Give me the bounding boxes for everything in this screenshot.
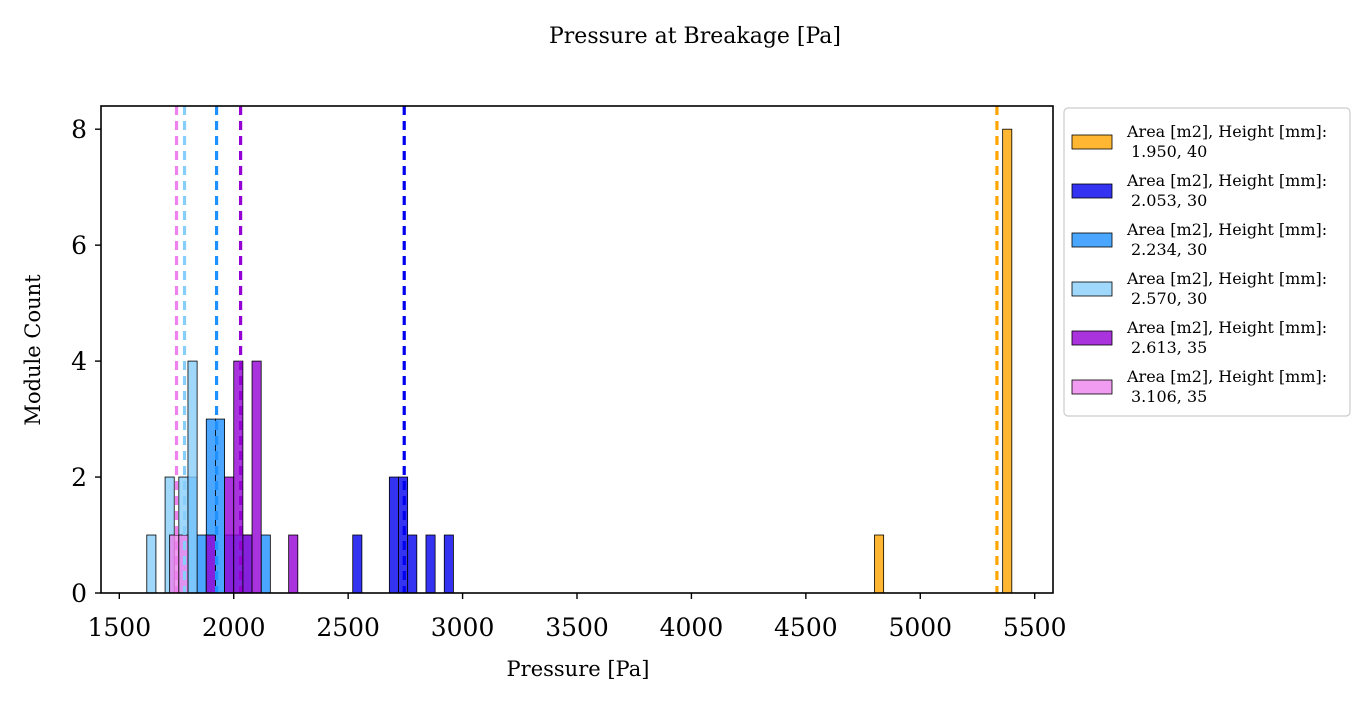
legend-entry-value: 1.950, 40 xyxy=(1131,142,1207,161)
x-tick-label: 1500 xyxy=(87,613,151,642)
histogram-bar xyxy=(146,534,157,594)
legend-frame xyxy=(1063,107,1351,417)
histogram-bar xyxy=(196,534,207,594)
legend-entry-label: Area [m2], Height [mm]: xyxy=(1126,171,1327,190)
histogram-bar xyxy=(224,476,235,594)
histogram-bar xyxy=(388,476,399,594)
y-tick-label: 8 xyxy=(71,115,87,144)
histogram-bar xyxy=(352,534,363,594)
legend-entry-label: Area [m2], Height [mm]: xyxy=(1126,318,1327,337)
histogram-bar xyxy=(260,534,271,594)
legend-swatch xyxy=(1071,379,1113,395)
legend-swatch xyxy=(1071,232,1113,248)
histogram-bar xyxy=(425,534,436,594)
y-axis: 0 2 4 6 8 xyxy=(71,115,101,608)
x-axis: 1500 2000 2500 3000 3500 4000 4500 5000 5500 xyxy=(87,593,1067,642)
plot-frame xyxy=(100,105,1054,594)
legend-entry-label: Area [m2], Height [mm]: xyxy=(1126,269,1327,288)
x-tick-label: 2000 xyxy=(202,613,266,642)
histogram-bar xyxy=(187,360,198,594)
x-tick-label: 3500 xyxy=(545,613,609,642)
x-tick-label: 3000 xyxy=(431,613,495,642)
x-tick-label: 4000 xyxy=(660,613,724,642)
x-axis-label: Pressure [Pa] xyxy=(507,657,650,681)
legend-entry-value: 2.570, 30 xyxy=(1131,289,1207,308)
legend-swatch xyxy=(1071,183,1113,199)
legend-entry-value: 2.053, 30 xyxy=(1131,191,1207,210)
histogram-bar xyxy=(288,534,299,594)
legend-entry-value: 2.613, 35 xyxy=(1131,338,1207,357)
y-tick-label: 0 xyxy=(71,579,87,608)
x-tick-label: 2500 xyxy=(316,613,380,642)
legend-entry-label: Area [m2], Height [mm]: xyxy=(1126,220,1327,239)
mean-lines-layer xyxy=(174,106,999,593)
x-tick-label: 5000 xyxy=(888,613,952,642)
y-axis-label: Module Count xyxy=(21,274,45,426)
legend-entry-label: Area [m2], Height [mm]: xyxy=(1126,367,1327,386)
y-tick-label: 4 xyxy=(71,347,87,376)
histogram-bar xyxy=(1002,128,1013,594)
histogram-bar xyxy=(874,534,885,594)
legend-entry-value: 3.106, 35 xyxy=(1131,387,1207,406)
x-tick-label: 5500 xyxy=(1003,613,1067,642)
histogram-bar xyxy=(251,360,262,594)
legend-swatch xyxy=(1071,281,1113,297)
bars-layer xyxy=(146,128,1013,594)
x-tick-label: 4500 xyxy=(774,613,838,642)
histogram-bar xyxy=(215,418,225,594)
legend-swatch xyxy=(1071,330,1113,346)
legend-entry-value: 2.234, 30 xyxy=(1131,240,1207,259)
y-tick-label: 6 xyxy=(71,231,87,260)
chart-title: Pressure at Breakage [Pa] xyxy=(549,24,841,49)
histogram-bar xyxy=(242,534,253,594)
y-tick-label: 2 xyxy=(71,463,87,492)
histogram-bar xyxy=(443,534,454,594)
histogram-bar xyxy=(407,534,418,594)
legend-entry-label: Area [m2], Height [mm]: xyxy=(1126,122,1327,141)
histogram-bar xyxy=(205,534,216,594)
legend-swatch xyxy=(1071,134,1113,150)
